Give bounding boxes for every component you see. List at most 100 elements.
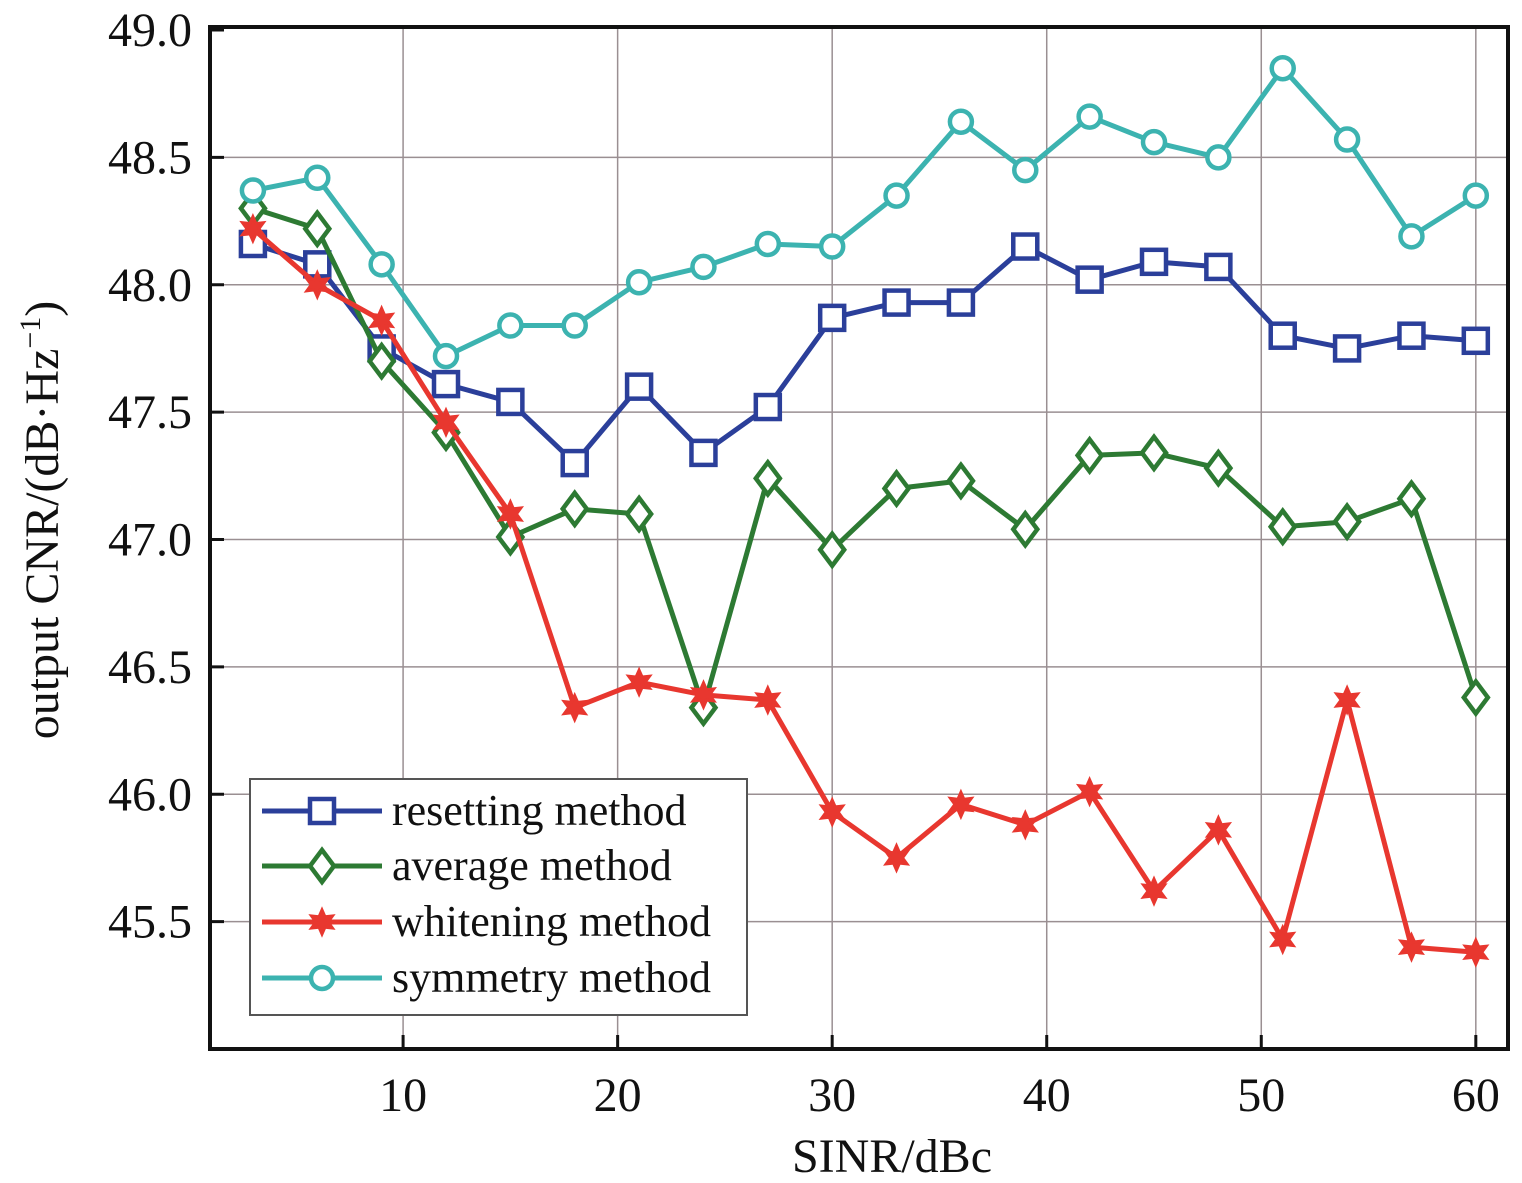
data-point [1333, 126, 1361, 153]
data-point [559, 489, 590, 529]
data-point [1140, 128, 1168, 156]
data-point [496, 498, 525, 530]
legend-label: symmetry method [392, 953, 711, 1002]
y-tick-label: 49.0 [108, 4, 192, 57]
series-resetting-method [238, 229, 1491, 478]
data-point [882, 288, 911, 317]
data-point [239, 212, 267, 245]
data-point [1075, 265, 1104, 294]
data-point [1204, 252, 1233, 282]
data-point [1204, 814, 1233, 846]
data-point [497, 312, 524, 339]
data-point [754, 230, 782, 258]
data-point [561, 312, 588, 339]
data-point [1268, 321, 1297, 350]
data-point [1076, 103, 1103, 130]
x-tick-label: 60 [1452, 1069, 1500, 1122]
data-point [881, 468, 912, 509]
y-axis-label-main: output CNR/(dB·Hz [16, 349, 69, 740]
data-point [432, 342, 460, 370]
data-point [624, 372, 654, 401]
legend-label: average method [392, 841, 672, 890]
data-point [625, 666, 653, 698]
y-axis-label-close: ) [16, 301, 69, 317]
data-point [817, 529, 847, 570]
data-point [818, 233, 846, 260]
y-tick-label: 46.5 [108, 641, 192, 694]
series-layer [238, 54, 1491, 968]
data-point [367, 304, 396, 337]
data-point [1397, 321, 1426, 350]
y-axis-label-sup: −1 [14, 317, 47, 349]
data-point [624, 494, 654, 534]
data-point [818, 796, 846, 828]
data-point [303, 269, 331, 301]
data-point [1010, 509, 1041, 550]
data-point [1396, 478, 1427, 519]
data-point [1398, 223, 1425, 250]
y-tick-label: 45.5 [108, 896, 192, 949]
series-line [252, 65, 1478, 359]
data-point [239, 177, 267, 204]
series-whitening-method [239, 212, 1490, 968]
legend-label: resetting method [392, 786, 687, 835]
data-point [753, 458, 783, 499]
series-symmetry-method [239, 54, 1490, 370]
data-point [1139, 247, 1169, 277]
series-line [252, 205, 1479, 711]
data-point [1397, 931, 1425, 963]
data-point [1461, 326, 1491, 356]
data-point [368, 251, 395, 278]
legend-entry: resetting method [262, 786, 687, 835]
data-point [1462, 936, 1490, 968]
legend: resetting method average method whitening … [249, 778, 748, 1016]
data-point [689, 679, 717, 711]
data-point [1267, 507, 1298, 547]
x-tick-label: 10 [379, 1069, 427, 1122]
data-point [946, 288, 976, 317]
x-axis-label: SINR/dBc [792, 1130, 992, 1183]
data-point [1269, 54, 1296, 82]
data-point [496, 387, 525, 417]
y-axis-label: output CNR/(dB·Hz−1) [14, 301, 69, 740]
data-point [1461, 677, 1491, 718]
data-point [817, 303, 847, 333]
data-point [1011, 809, 1039, 841]
data-point [366, 341, 397, 381]
legend-marker [308, 964, 336, 992]
legend-marker [308, 906, 336, 938]
data-point [1332, 501, 1362, 542]
data-point [690, 253, 717, 281]
data-point [754, 684, 782, 716]
legend-marker [307, 796, 337, 826]
data-point [947, 108, 975, 135]
data-point [1205, 144, 1232, 171]
y-tick-label: 46.0 [108, 768, 192, 821]
data-point [302, 208, 333, 249]
x-tick-label: 30 [808, 1069, 856, 1122]
series-average-method [238, 188, 1491, 728]
data-point [689, 438, 718, 468]
data-point [625, 268, 653, 296]
data-point [1462, 182, 1490, 209]
series-line [251, 226, 1476, 955]
data-point [561, 691, 589, 724]
data-point [1139, 433, 1169, 473]
data-point [432, 406, 460, 439]
data-point [1269, 923, 1297, 956]
data-point [1074, 435, 1105, 476]
data-point [431, 369, 461, 399]
y-tick-label: 47.0 [108, 514, 192, 567]
data-point [1333, 684, 1361, 716]
y-tick-label: 47.5 [108, 386, 192, 439]
legend-marker [307, 846, 337, 886]
data-point [946, 461, 976, 501]
y-tick-label: 48.0 [108, 259, 192, 312]
legend-entry: whitening method [262, 897, 711, 946]
legend-entry: average method [262, 841, 672, 890]
data-point [753, 392, 783, 422]
data-point [304, 164, 331, 192]
legend-entry: symmetry method [262, 953, 711, 1002]
data-point [560, 448, 589, 478]
